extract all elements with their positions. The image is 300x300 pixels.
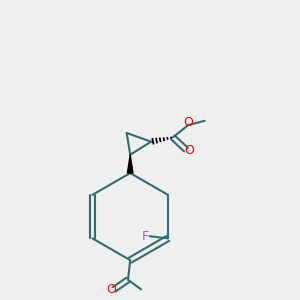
Text: O: O — [184, 144, 194, 157]
Text: O: O — [106, 283, 116, 296]
Polygon shape — [128, 155, 133, 173]
Text: O: O — [183, 116, 193, 129]
Text: F: F — [142, 230, 149, 243]
